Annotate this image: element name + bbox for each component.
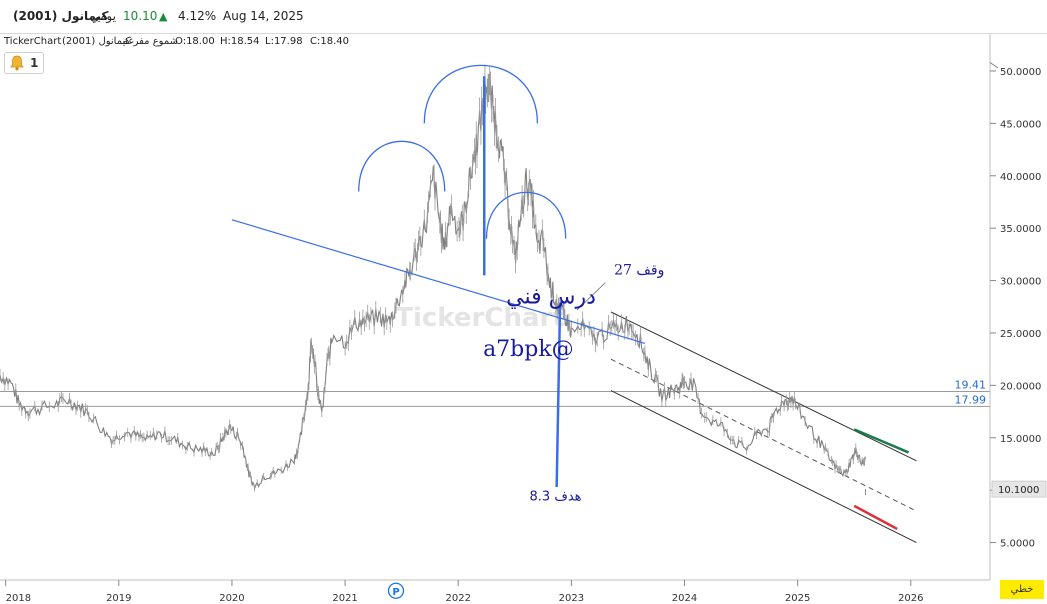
- chart-type-label: شموع مفرغة: [123, 36, 178, 47]
- x-tick-label: 2023: [559, 593, 584, 604]
- y-tick-mark: [989, 62, 999, 69]
- annotations: وقف 27 درس فني a7bpk@ هدف 8.3 P: [387, 262, 664, 599]
- date-label: Aug 14, 2025: [223, 9, 304, 23]
- alerts-count: 1: [30, 56, 39, 70]
- lesson-label: درس فني: [506, 285, 596, 310]
- top-toolbar: (2001) كيمانول يومي 10.10 ▲ 4.12% Aug 14…: [0, 0, 1047, 34]
- green-target-segment: [853, 428, 910, 454]
- tickerchart-watermark: TickerChart: [395, 303, 565, 333]
- shoulder-arc: [358, 140, 446, 192]
- instrument-label: (2001) كيمانول: [62, 36, 131, 47]
- stop-loss-label: وقف 27: [614, 262, 664, 278]
- price-line: [0, 78, 867, 491]
- x-tick-label: 2021: [332, 593, 357, 604]
- head-shoulders-pattern: [231, 64, 646, 488]
- channel-lower-line: [610, 390, 917, 544]
- last-price-label: 10.1000: [998, 485, 1039, 496]
- up-arrow-icon: ▲: [159, 10, 168, 23]
- x-tick-label: 2025: [785, 593, 810, 604]
- target-projection-line: [555, 303, 562, 488]
- low-value: L:17.98: [265, 36, 303, 47]
- linear-scale-button[interactable]: خطي: [1000, 580, 1044, 599]
- y-tick-label: 45.0000: [1000, 119, 1041, 130]
- x-tick-label: 2024: [672, 593, 697, 604]
- level-label: 19.41: [955, 379, 987, 392]
- pattern-marker-label: P: [392, 587, 399, 598]
- x-tick-label: 2020: [219, 593, 244, 604]
- y-tick-label: 35.0000: [1000, 224, 1041, 235]
- y-tick-label: 25.0000: [1000, 329, 1041, 340]
- red-target-segment: [853, 504, 898, 531]
- y-tick-label: 20.0000: [1000, 381, 1041, 392]
- y-tick-label: 30.0000: [1000, 277, 1041, 288]
- channel-middle-dashed-line: [610, 358, 917, 512]
- y-tick-label: 5.0000: [1000, 539, 1035, 550]
- channel-upper-line: [610, 311, 917, 462]
- x-tick-label: 2018: [6, 593, 31, 604]
- candle-wicks: [0, 64, 865, 492]
- x-tick-label: 2019: [106, 593, 131, 604]
- level-label: 17.99: [955, 393, 987, 406]
- x-tick-label: 2026: [898, 593, 923, 604]
- timeframe-label[interactable]: يومي: [90, 9, 116, 23]
- source-label: TickerChart: [4, 36, 62, 47]
- high-value: H:18.54: [220, 36, 260, 47]
- close-value: C:18.40: [310, 36, 349, 47]
- pattern-marker-icon[interactable]: [387, 582, 405, 599]
- bell-icon: [10, 55, 24, 71]
- y-tick-label: 15.0000: [1000, 434, 1041, 445]
- y-tick-label: 40.0000: [1000, 172, 1041, 183]
- alerts-button[interactable]: 1: [4, 52, 44, 74]
- open-value: O:18.00: [175, 36, 215, 47]
- axes: 5.000010.000015.000020.000025.000030.000…: [0, 34, 1047, 604]
- shoulder-arc: [485, 191, 567, 239]
- neckline: [231, 219, 646, 345]
- x-tick-label: 2022: [446, 593, 471, 604]
- change-value: 10.10: [123, 9, 158, 23]
- symbol-title[interactable]: (2001) كيمانول: [13, 9, 109, 23]
- author-handle-label: a7bpk@: [483, 337, 574, 362]
- price-series: [0, 64, 867, 496]
- target-label: هدف 8.3: [530, 490, 582, 505]
- shoulder-arc: [423, 64, 539, 124]
- y-tick-label: 50.0000: [1000, 67, 1041, 78]
- last-price-tag: [991, 480, 1047, 498]
- stop-pointer-line: [576, 282, 606, 311]
- change-percent: 4.12%: [178, 9, 217, 23]
- downtrend-channel: [610, 311, 917, 544]
